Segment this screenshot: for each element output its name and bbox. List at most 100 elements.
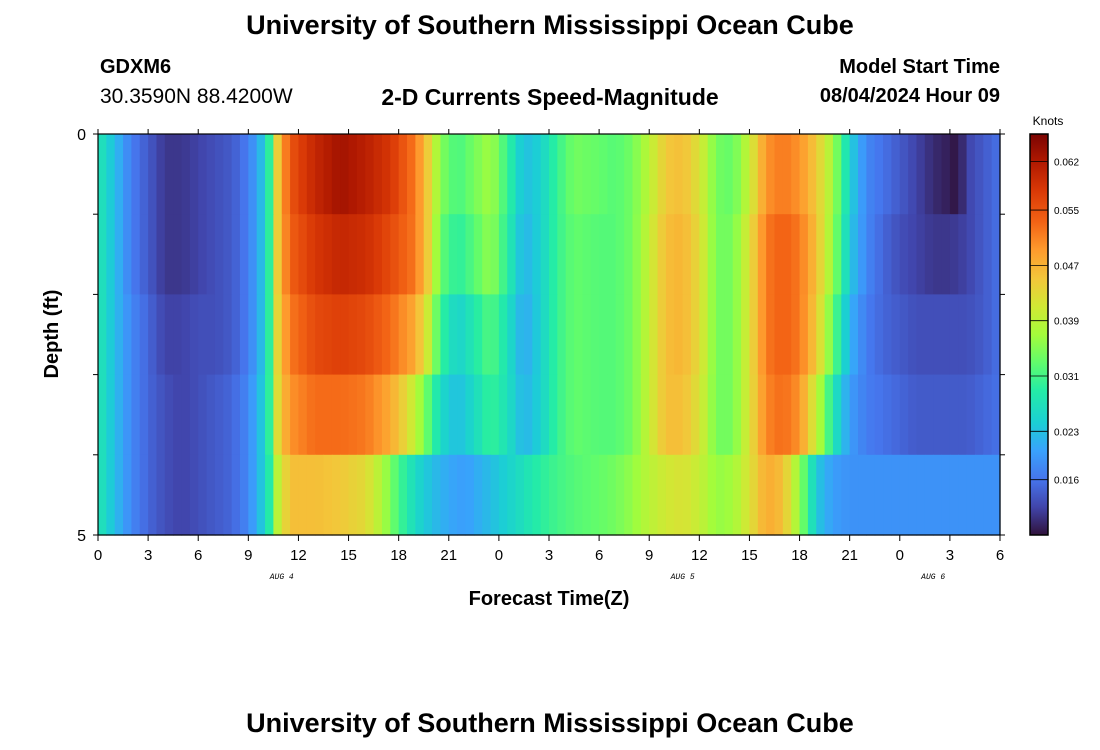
heatmap-cell: [265, 214, 274, 295]
heatmap-cell: [532, 214, 542, 295]
heatmap-cell: [766, 134, 776, 215]
heatmap-cell: [523, 214, 533, 295]
heatmap-cell: [473, 294, 483, 376]
heatmap-cell: [565, 214, 575, 295]
heatmap-cell: [198, 214, 208, 295]
heatmap-cell: [732, 374, 742, 456]
heatmap-cell: [432, 294, 442, 376]
heatmap-cell: [482, 454, 492, 536]
heatmap-cell: [674, 454, 684, 536]
heatmap-cell: [640, 294, 650, 376]
heatmap-cell: [198, 134, 208, 215]
heatmap-cell: [239, 294, 249, 376]
heatmap-cell: [732, 294, 742, 376]
heatmap-cell: [231, 294, 241, 376]
heatmap-cell: [799, 294, 809, 376]
heatmap-cell: [306, 294, 316, 376]
heatmap-cell: [415, 294, 425, 376]
heatmap-cell: [248, 454, 258, 536]
heatmap-cell: [273, 374, 283, 456]
x-tick-label: 15: [741, 547, 758, 564]
heatmap-cell: [490, 294, 500, 376]
heatmap-cell: [665, 214, 675, 295]
heatmap-cell: [390, 454, 400, 536]
heatmap-cell: [707, 374, 717, 456]
heatmap-cell: [574, 454, 584, 536]
heatmap-cell: [832, 454, 842, 536]
heatmap-cell: [256, 134, 266, 215]
x-tick-label: 9: [645, 547, 653, 564]
heatmap-cell: [866, 454, 876, 536]
heatmap-cell: [632, 214, 642, 295]
heatmap-cell: [156, 134, 166, 215]
heatmap-cell: [290, 214, 300, 295]
heatmap-cell: [407, 134, 416, 215]
heatmap-cell: [315, 374, 325, 456]
heatmap-cell: [632, 294, 642, 376]
heatmap-cell: [991, 214, 1001, 295]
heatmap-cell: [615, 454, 625, 536]
heatmap-cell: [933, 294, 943, 376]
heatmap-cell: [457, 374, 467, 456]
heatmap-cell: [256, 374, 266, 456]
heatmap-cell: [799, 374, 809, 456]
heatmap-cell: [540, 294, 550, 376]
heatmap-cell: [649, 214, 659, 295]
heatmap-cell: [223, 294, 233, 376]
heatmap-cell: [916, 214, 926, 295]
heatmap-cell: [933, 454, 943, 536]
heatmap-cell: [106, 214, 116, 295]
heatmap-cell: [732, 214, 742, 295]
heatmap-cell: [807, 374, 817, 456]
heatmap-cell: [164, 134, 174, 215]
heatmap-cell: [599, 454, 609, 536]
heatmap-cell: [290, 134, 300, 215]
heatmap-cell: [749, 454, 759, 536]
heatmap-cell: [239, 374, 249, 456]
y-axis-label: Depth (ft): [41, 290, 63, 379]
heatmap-cell: [749, 134, 759, 215]
heatmap-cell: [448, 214, 458, 295]
heatmap-cell: [774, 454, 784, 536]
heatmap-cell: [916, 294, 926, 376]
heatmap-cell: [365, 374, 375, 456]
heatmap-cell: [306, 454, 316, 536]
footer-title: University of Southern Mississippi Ocean…: [246, 708, 854, 738]
heatmap-cell: [365, 214, 375, 295]
x-tick-label: 0: [94, 547, 102, 564]
heatmap-cell: [181, 214, 191, 295]
heatmap-cell: [649, 134, 659, 215]
heatmap-cell: [214, 134, 224, 215]
heatmap-cell: [114, 294, 124, 376]
heatmap-cell: [98, 214, 107, 295]
heatmap-cell: [749, 214, 759, 295]
x-tick-label: 18: [791, 547, 808, 564]
heatmap-cell: [298, 134, 308, 215]
heatmap-cell: [298, 294, 308, 376]
heatmap-cell: [256, 454, 266, 536]
heatmap-cell: [482, 134, 492, 215]
heatmap-cell: [899, 374, 909, 456]
heatmap-cell: [649, 454, 659, 536]
heatmap-cell: [231, 134, 241, 215]
heatmap-cell: [849, 294, 859, 376]
heatmap-cell: [741, 134, 751, 215]
heatmap-cell: [106, 294, 116, 376]
heatmap-cell: [348, 214, 358, 295]
heatmap-cell: [373, 134, 383, 215]
heatmap-cell: [381, 134, 391, 215]
heatmap-cell: [515, 374, 525, 456]
colorbar: [1029, 133, 1049, 536]
heatmap-cell: [198, 294, 208, 376]
heatmap-cell: [682, 454, 692, 536]
heatmap-cell: [290, 294, 300, 376]
heatmap-cell: [716, 134, 725, 215]
heatmap-cell: [156, 454, 166, 536]
heatmap-cell: [908, 134, 918, 215]
heatmap-cell: [824, 374, 834, 456]
heatmap-cell: [198, 454, 208, 536]
heatmap-cell: [348, 374, 358, 456]
heatmap-cell: [624, 134, 634, 215]
heatmap-cell: [540, 134, 550, 215]
heatmap-cell: [365, 294, 375, 376]
